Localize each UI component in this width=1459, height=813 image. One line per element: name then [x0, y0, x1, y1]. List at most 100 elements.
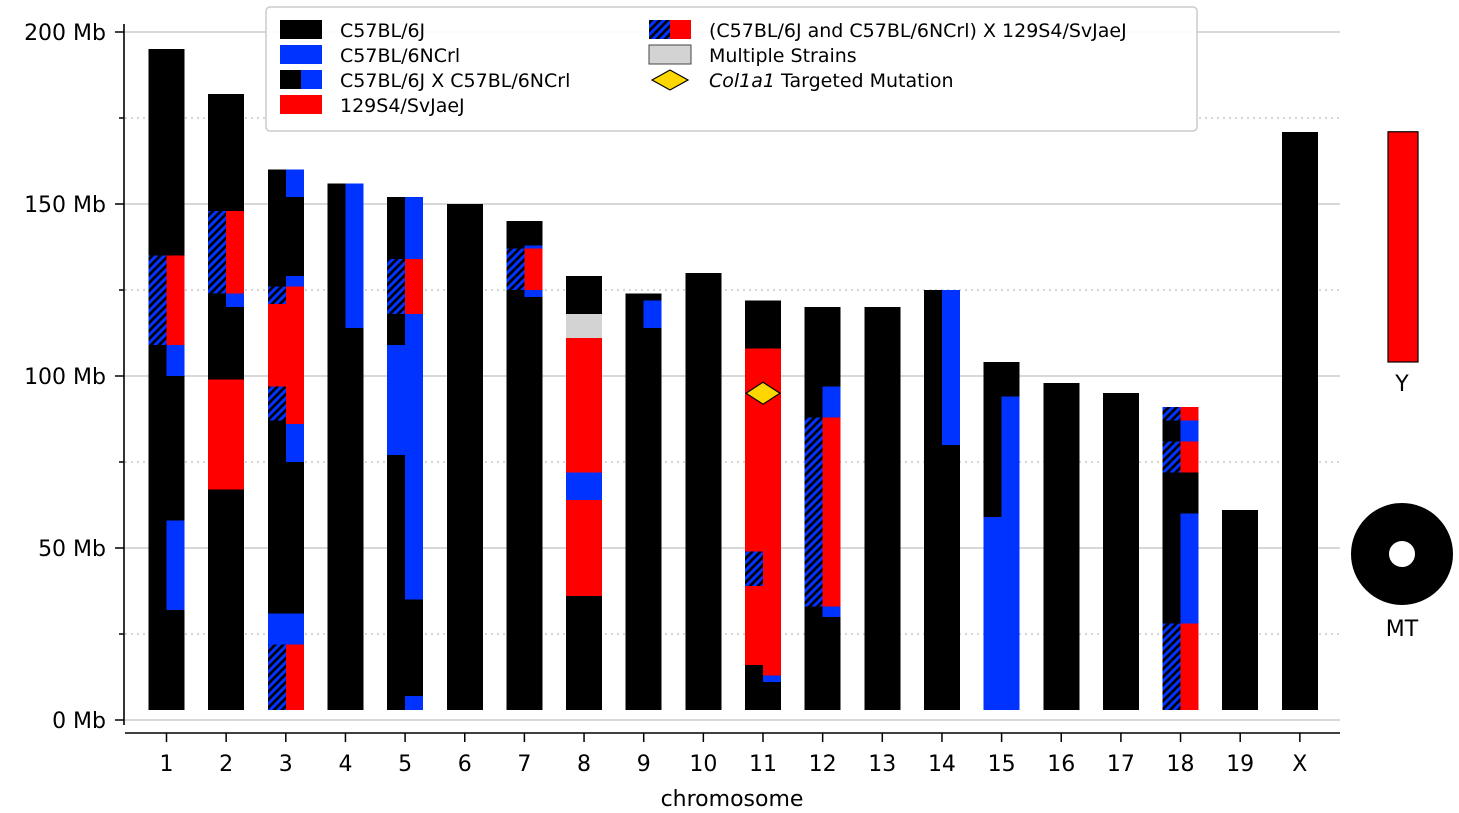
segment-left-b6j — [1043, 382, 1062, 710]
segment-right-b6j — [584, 276, 603, 315]
x-axis-label: chromosome — [661, 787, 804, 812]
legend-swatch-left — [280, 70, 301, 89]
segment-left-ncrl — [267, 613, 286, 645]
segment-left-b6j — [208, 293, 227, 380]
segment-right-ncrl — [941, 290, 960, 445]
x-tick-label: 19 — [1226, 752, 1254, 777]
segment-left-b6j — [1281, 131, 1300, 710]
legend: C57BL/6J C57BL/6NCrl C57BL/6J X C57BL/6NCr… — [265, 6, 1198, 132]
segment-right-s129 — [524, 248, 543, 290]
legend-item-multi: Multiple Strains — [648, 44, 857, 67]
segment-left-b6j — [387, 314, 406, 346]
legend-item-b6j: C57BL/6J — [280, 20, 425, 42]
segment-left-s129 — [208, 379, 227, 490]
x-tick-label: 5 — [398, 752, 412, 777]
x-tick-label: 6 — [458, 752, 472, 777]
segment-right-ncrl — [285, 424, 304, 462]
y-chromosome-bar — [1387, 131, 1419, 363]
segment-right-ncrl — [822, 606, 841, 617]
chromosome-14 — [923, 290, 960, 710]
chromosome-bars — [148, 49, 1318, 711]
segment-right-ncrl — [1001, 396, 1020, 710]
segment-right-ncrl — [1180, 513, 1199, 624]
segment-left-b6j — [446, 204, 465, 710]
legend-swatch — [280, 20, 322, 39]
segment-left-b6j — [208, 93, 227, 211]
segment-right-ncrl — [166, 345, 185, 376]
segment-left-b6j — [864, 307, 883, 710]
segment-right-ncrl — [584, 472, 603, 500]
segment-right-ncrl — [763, 675, 781, 683]
segment-right-s129 — [226, 379, 245, 490]
segment-right-b6j — [882, 307, 901, 710]
segment-left-hb — [1162, 623, 1181, 710]
segment-right-b6j — [524, 221, 543, 246]
segment-right-b6j — [226, 489, 245, 710]
x-tick-label: 9 — [637, 752, 651, 777]
segment-right-b6j — [285, 462, 304, 614]
chromosome-3 — [267, 169, 304, 710]
legend-swatch-right — [670, 20, 691, 39]
chromosome-18 — [1162, 406, 1199, 710]
chromosome-16 — [1043, 382, 1080, 710]
x-tick-label: 1 — [160, 752, 174, 777]
segment-left-b6j — [625, 293, 644, 710]
y-tick-label: 150 Mb — [24, 193, 106, 218]
segment-left-b6j — [506, 290, 525, 710]
legend-label: C57BL/6J — [340, 20, 425, 42]
x-tick-label: 7 — [517, 752, 531, 777]
segment-left-s129 — [267, 303, 286, 387]
segment-left-hb — [267, 286, 286, 304]
legend-label: (C57BL/6J and C57BL/6NCrl) X 129S4/SvJae… — [709, 20, 1127, 42]
segment-right-s129 — [166, 255, 185, 346]
segment-left-hb — [208, 210, 227, 294]
segment-left-b6j — [267, 169, 286, 287]
segment-right-b6j — [822, 616, 841, 710]
legend-label: C57BL/6J X C57BL/6NCrl — [340, 70, 570, 92]
legend-swatch-left — [649, 20, 670, 39]
segment-right-s129 — [1180, 441, 1199, 473]
segment-right-b6j — [1001, 362, 1020, 397]
segment-right-ncrl — [285, 613, 304, 645]
segment-right-b6j — [285, 197, 304, 277]
chromosome-10 — [685, 272, 722, 710]
segment-right-ncrl — [1180, 420, 1199, 442]
chromosome-15 — [983, 362, 1020, 710]
segment-left-hb — [1162, 441, 1181, 473]
segment-left-s129 — [745, 585, 763, 665]
segment-right-b6j — [1180, 472, 1199, 514]
segment-left-b6j — [387, 197, 406, 260]
chromosome-19 — [1222, 510, 1259, 710]
segment-left-b6j — [1162, 420, 1181, 442]
segment-right-ncrl — [405, 314, 424, 600]
segment-right-s129 — [226, 210, 245, 294]
segment-right-b6j — [166, 609, 185, 710]
segment-left-b6j — [566, 596, 585, 710]
segment-left-hb — [506, 248, 525, 290]
segment-left-b6j — [566, 276, 585, 315]
segment-left-hb — [387, 259, 406, 315]
segment-left-b6j — [804, 606, 823, 710]
y-tick-label: 0 Mb — [52, 709, 106, 734]
segment-left-b6j — [804, 307, 823, 418]
x-tick-label: X — [1292, 752, 1307, 777]
x-tick-label: 12 — [809, 752, 837, 777]
chromosome-4 — [327, 183, 364, 711]
legend-item-ncrl: C57BL/6NCrl — [280, 45, 460, 67]
chromosome-12 — [804, 307, 841, 710]
x-tick-label: 3 — [279, 752, 293, 777]
y-tick-label: 50 Mb — [38, 537, 106, 562]
segment-right-b6j — [763, 682, 781, 710]
segment-right-b6j — [166, 376, 185, 521]
segment-right-b6j — [643, 327, 662, 710]
segment-right-ncrl — [822, 386, 841, 418]
segment-left-hb — [148, 255, 167, 346]
mt-chromosome-ring — [1351, 503, 1453, 605]
segment-left-b6j — [923, 290, 942, 710]
segment-right-ncrl — [405, 197, 424, 260]
segment-right-b6j — [226, 93, 245, 211]
segment-right-b6j — [405, 599, 424, 696]
segment-right-b6j — [703, 272, 722, 710]
segment-left-b6j — [745, 300, 763, 349]
legend-swatch-diamond — [650, 69, 690, 91]
